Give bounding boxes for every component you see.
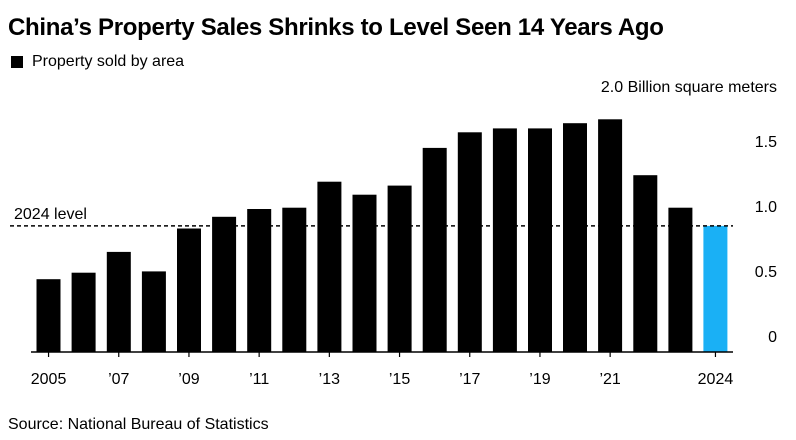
reference-line-label: 2024 level	[14, 206, 87, 223]
x-tick-label-2007: ’07	[108, 371, 129, 388]
x-axis: 2005 ’07 ’09 ’11 ’13 ’15 ’17 ’19 ’21 2024	[31, 351, 734, 388]
x-tick-label-2013: ’13	[319, 371, 340, 388]
x-tick-label-2021: ’21	[599, 371, 620, 388]
legend-label: Property sold by area	[32, 53, 185, 70]
x-tick-label-2005: 2005	[31, 371, 67, 388]
y-tick-label-0: 0	[768, 329, 777, 346]
y-axis-label: 2.0 Billion square meters	[601, 79, 777, 96]
x-tick-label-2009: ’09	[178, 371, 199, 388]
reference-line-group: 2024 level	[10, 206, 733, 227]
bar-2022	[633, 175, 658, 352]
bar-2024	[703, 225, 728, 352]
bar-2006	[71, 272, 96, 352]
bar-2021	[598, 119, 623, 352]
x-tick-label-2017: ’17	[459, 371, 480, 388]
bar-2018	[492, 128, 517, 352]
bar-2017	[457, 132, 482, 352]
bar-2008	[141, 271, 166, 352]
bar-2023	[668, 207, 693, 352]
bar-2015	[387, 185, 412, 352]
chart-title: China’s Property Sales Shrinks to Level …	[8, 14, 664, 41]
bar-2010	[212, 216, 237, 352]
bar-2011	[247, 209, 272, 352]
x-tick-label-2019: ’19	[529, 371, 550, 388]
bar-2012	[282, 207, 307, 352]
bar-2016	[422, 147, 447, 352]
chart-legend: Property sold by area	[8, 53, 184, 71]
bar-2013	[317, 181, 342, 352]
bar-2020	[563, 123, 587, 352]
bar-2005	[36, 279, 61, 352]
y-tick-label-0.5: 0.5	[755, 264, 777, 281]
y-tick-label-1.0: 1.0	[755, 199, 777, 216]
y-axis: 0 0.5 1.0 1.5 2.0 Billion square meters	[601, 79, 777, 346]
bar-2014	[352, 194, 377, 352]
y-tick-label-1.5: 1.5	[755, 134, 777, 151]
x-tick-label-2015: ’15	[389, 371, 410, 388]
x-tick-label-2011: ’11	[249, 371, 269, 388]
bar-2007	[106, 251, 131, 352]
source-note: Source: National Bureau of Statistics	[8, 416, 269, 433]
bar-2009	[177, 228, 201, 352]
bars-group	[36, 119, 728, 352]
x-tick-label-2024: 2024	[698, 371, 734, 388]
bar-2019	[528, 128, 552, 352]
legend-swatch	[11, 56, 23, 68]
